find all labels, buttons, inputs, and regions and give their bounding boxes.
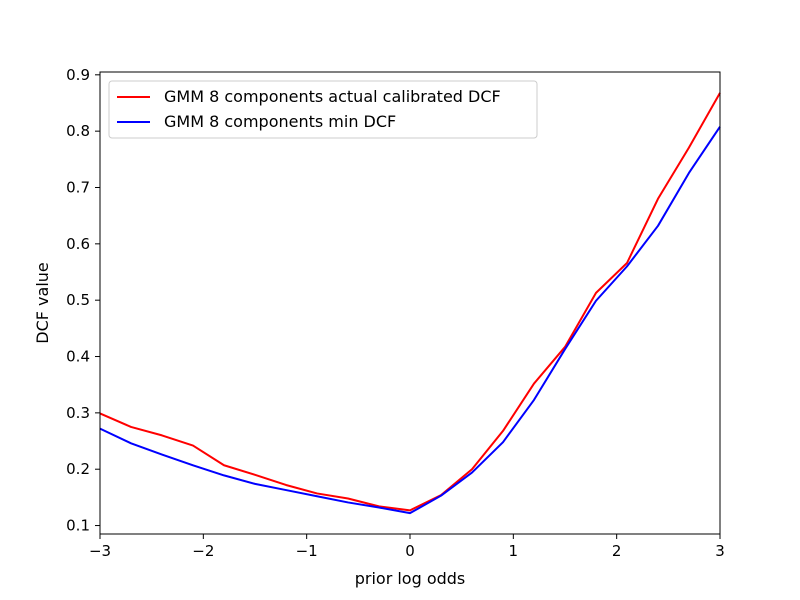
series-layer [99,92,721,515]
x-tick-label: −3 [89,542,111,560]
y-tick-label: 0.9 [66,66,90,84]
y-tick-label: 0.7 [66,179,90,197]
legend: GMM 8 components actual calibrated DCF GM… [108,80,538,139]
axes-layer: −3 −2 −1 0 1 2 3 0.1 0.2 0.3 0.4 0.5 0.6 0.7 0.8 0.9 [66,66,725,560]
y-tick-label: 0.4 [66,348,90,366]
y-tick-label: 0.5 [66,291,90,309]
x-axis-title: prior log odds [355,569,466,588]
y-axis-title: DCF value [33,262,52,343]
y-tick-label: 0.3 [66,404,90,422]
y-tick-label: 0.1 [66,517,90,535]
legend-frame [108,80,538,139]
legend-label-1: GMM 8 components actual calibrated DCF [164,87,501,106]
x-tick-label: 3 [715,542,725,560]
series-line-2 [99,126,721,515]
x-tick-label: −1 [296,542,318,560]
x-tick-label: −2 [192,542,214,560]
y-tick-label: 0.8 [66,122,90,140]
x-tick-label: 2 [612,542,622,560]
series-line-1 [99,92,721,512]
x-tick-label: 1 [509,542,519,560]
legend-label-2: GMM 8 components min DCF [164,112,396,131]
plot-frame [99,71,721,535]
y-tick-label: 0.6 [66,235,90,253]
plot-area-background [100,72,720,534]
x-tick-label: 0 [405,542,415,560]
y-tick-label: 0.2 [66,460,90,478]
